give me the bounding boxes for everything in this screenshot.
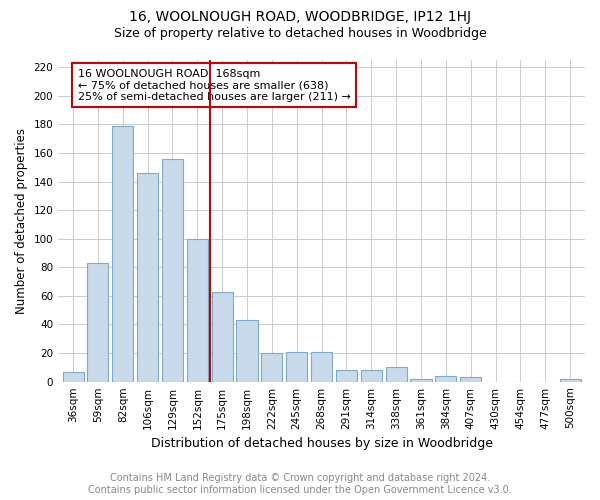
Text: Size of property relative to detached houses in Woodbridge: Size of property relative to detached ho… — [113, 28, 487, 40]
Bar — [361, 370, 382, 382]
Bar — [187, 238, 208, 382]
Bar — [460, 378, 481, 382]
Bar — [262, 353, 283, 382]
Bar — [336, 370, 357, 382]
Text: 16 WOOLNOUGH ROAD: 168sqm
← 75% of detached houses are smaller (638)
25% of semi: 16 WOOLNOUGH ROAD: 168sqm ← 75% of detac… — [77, 68, 350, 102]
Bar — [162, 158, 183, 382]
Bar — [112, 126, 133, 382]
Bar — [88, 263, 109, 382]
Bar — [311, 352, 332, 382]
Bar — [386, 368, 407, 382]
Text: 16, WOOLNOUGH ROAD, WOODBRIDGE, IP12 1HJ: 16, WOOLNOUGH ROAD, WOODBRIDGE, IP12 1HJ — [129, 10, 471, 24]
Bar — [236, 320, 257, 382]
Bar — [435, 376, 457, 382]
Bar — [137, 173, 158, 382]
Bar — [560, 379, 581, 382]
X-axis label: Distribution of detached houses by size in Woodbridge: Distribution of detached houses by size … — [151, 437, 493, 450]
Bar — [286, 352, 307, 382]
Y-axis label: Number of detached properties: Number of detached properties — [15, 128, 28, 314]
Bar — [62, 372, 83, 382]
Text: Contains HM Land Registry data © Crown copyright and database right 2024.
Contai: Contains HM Land Registry data © Crown c… — [88, 474, 512, 495]
Bar — [212, 292, 233, 382]
Bar — [410, 379, 431, 382]
